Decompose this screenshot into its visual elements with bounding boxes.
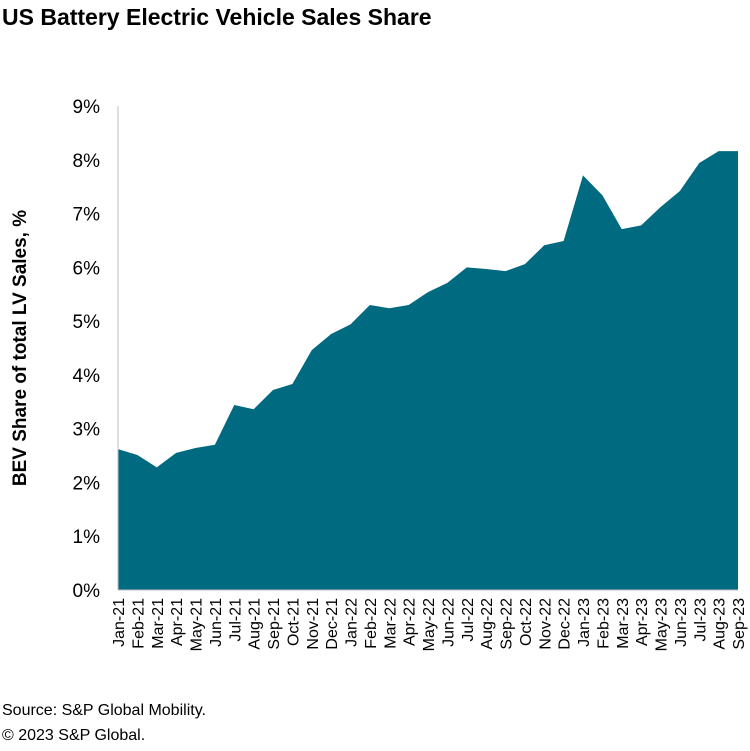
x-tick-label: May-22 [421,598,438,651]
y-axis-label: BEV Share of total LV Sales, % [10,210,31,486]
y-tick-label: 5% [73,312,101,333]
x-tick-label: Oct-21 [285,598,302,646]
chart-title: US Battery Electric Vehicle Sales Share [2,4,432,30]
x-tick-label: Mar-21 [150,598,167,649]
x-tick-label: Jul-21 [227,598,244,642]
x-tick-label: Apr-21 [169,598,186,646]
x-tick-label: Jun-22 [440,598,457,647]
x-tick-label: Jul-23 [692,598,709,642]
x-tick-label: Jan-22 [344,598,361,647]
x-tick-label: Mar-23 [615,598,632,649]
y-tick-label: 2% [73,473,101,494]
y-tick-label: 0% [73,581,101,602]
x-tick-label: Aug-22 [479,598,496,650]
x-tick-label: Sep-21 [266,598,283,650]
x-tick-label: Mar-22 [382,598,399,649]
x-tick-label: Feb-23 [595,598,612,649]
x-tick-label: Nov-21 [305,598,322,650]
x-tick-label: Aug-23 [712,598,729,650]
copyright-note: © 2023 S&P Global. [2,727,146,744]
x-tick-label: Dec-22 [557,598,574,650]
x-tick-label: Jan-21 [111,598,128,647]
x-tick-label: Jan-23 [576,598,593,647]
x-tick-label: May-21 [189,598,206,651]
area-series [118,151,738,590]
x-tick-label: Oct-22 [518,598,535,646]
x-tick-label: Jun-23 [673,598,690,647]
y-tick-label: 9% [73,97,101,118]
x-tick-label: Feb-22 [363,598,380,649]
y-tick-label: 3% [73,420,101,441]
x-tick-label: May-23 [654,598,671,651]
x-tick-label: Sep-22 [499,598,516,650]
x-tick-label: Feb-21 [130,598,147,649]
x-tick-label: Apr-23 [634,598,651,646]
y-tick-label: 4% [73,366,101,387]
x-tick-label: Jul-22 [460,598,477,642]
x-tick-label: Nov-22 [537,598,554,650]
x-tick-label: Aug-21 [247,598,264,650]
y-tick-label: 7% [73,205,101,226]
x-tick-label: Apr-22 [402,598,419,646]
x-tick-label: Sep-23 [731,598,748,650]
x-tick-label: Jun-21 [208,598,225,647]
source-note: Source: S&P Global Mobility. [2,702,206,719]
y-tick-label: 6% [73,258,101,279]
y-tick-label: 8% [73,151,101,172]
x-tick-label: Dec-21 [324,598,341,650]
y-tick-label: 1% [73,527,101,548]
